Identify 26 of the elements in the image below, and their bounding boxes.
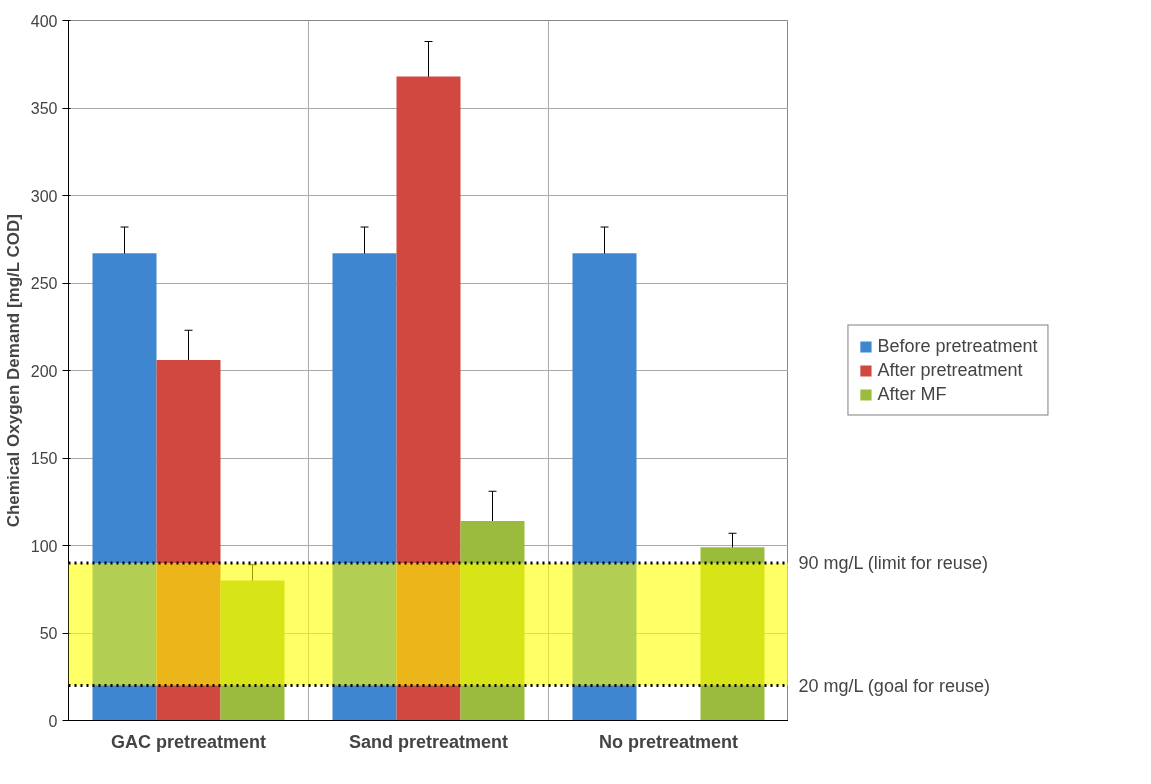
- bar: [396, 76, 461, 721]
- y-tick-label: 300: [30, 187, 58, 205]
- y-tick-label: 150: [30, 450, 58, 467]
- y-tick-label: 400: [30, 12, 58, 30]
- y-tick-label: 350: [30, 100, 58, 117]
- bar: [156, 360, 221, 721]
- legend-label: Before pretreatment: [877, 335, 1038, 357]
- bar: [332, 253, 397, 721]
- x-tick-label: No pretreatment: [598, 731, 739, 752]
- legend-label: After pretreatment: [877, 359, 1023, 381]
- y-axis-title: Chemical Oxygen Demand [mg/L COD]: [3, 213, 23, 528]
- ref-line-label: 20 mg/L (goal for reuse): [798, 675, 990, 696]
- bar: [220, 580, 285, 721]
- x-tick-label: Sand pretreatment: [348, 731, 509, 752]
- y-tick-label: 0: [48, 712, 58, 730]
- bar: [700, 547, 765, 721]
- bar: [460, 521, 525, 721]
- y-tick-label: 200: [30, 362, 58, 380]
- bar: [572, 253, 637, 721]
- legend-label: After MF: [877, 383, 947, 405]
- y-tick-label: 50: [39, 625, 58, 642]
- x-tick-label: GAC pretreatment: [110, 731, 267, 752]
- bar: [92, 253, 157, 721]
- y-tick-label: 100: [30, 537, 58, 555]
- ref-line-label: 90 mg/L (limit for reuse): [798, 553, 988, 573]
- y-tick-label: 250: [30, 275, 58, 292]
